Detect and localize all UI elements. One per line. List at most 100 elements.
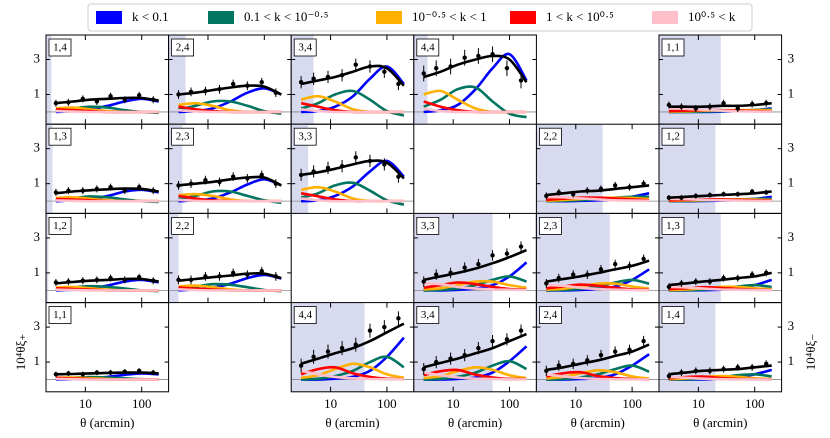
data-point: [298, 172, 304, 178]
panel-label-box: [293, 127, 317, 146]
panel-plot: [413, 302, 537, 392]
panel-plot: [413, 35, 537, 125]
data-point: [462, 352, 467, 358]
data-point: [666, 373, 672, 379]
total-line: [546, 184, 650, 197]
panel-label-box: [416, 216, 440, 235]
panel: 3,3: [413, 212, 537, 304]
data-point: [325, 165, 331, 171]
scale-cut: [168, 213, 179, 303]
y-tick-label: 3: [34, 229, 41, 244]
panel-frame: [290, 123, 415, 214]
data-point: [339, 163, 345, 169]
component-line: [300, 197, 404, 203]
data-point: [421, 279, 426, 284]
legend-label: 10⁰·⁵ < k: [688, 9, 736, 24]
data-point: [66, 371, 71, 376]
data-point: [434, 272, 439, 277]
y-tick-label: 3: [788, 50, 795, 65]
data-point: [230, 174, 236, 179]
panel-label: 2,4: [544, 309, 558, 321]
panel-label: 2,4: [176, 42, 190, 54]
data-point: [421, 366, 426, 372]
data-point: [217, 274, 222, 279]
component-line: [423, 371, 527, 381]
data-point: [203, 88, 208, 94]
data-point: [544, 281, 549, 286]
panel: 2,2: [168, 212, 292, 304]
data-point: [627, 263, 632, 269]
y-tick-label: 1: [34, 175, 41, 190]
data-point: [612, 183, 618, 188]
data-point: [382, 324, 387, 330]
total-line: [423, 54, 528, 83]
data-point: [151, 97, 156, 102]
component-line: [300, 369, 404, 381]
panel-label: 2,3: [544, 220, 558, 232]
panel-label-box: [661, 216, 685, 235]
data-point: [273, 181, 279, 186]
scale-cut: [168, 124, 183, 214]
panel-plot: [536, 124, 659, 214]
data-point: [122, 277, 127, 283]
data-point: [764, 361, 769, 367]
panel-label-box: [416, 306, 440, 325]
data-point: [53, 190, 59, 195]
data-point: [585, 188, 590, 193]
y-tick-label: 1: [34, 353, 41, 368]
data-point: [679, 281, 684, 286]
data-point: [217, 87, 222, 92]
legend-swatch: [96, 11, 122, 24]
data-point: [122, 188, 127, 193]
component-line: [423, 279, 527, 291]
data-point: [721, 275, 726, 281]
y-tick-label: 3: [34, 318, 41, 333]
data-point: [721, 101, 726, 106]
component-line: [546, 364, 650, 381]
data-point: [735, 365, 740, 370]
panel-label: 1,2: [666, 131, 680, 143]
component-line: [546, 282, 650, 291]
total-line: [178, 272, 282, 282]
y-tick-label: 1: [788, 85, 795, 100]
data-point: [66, 188, 71, 193]
panel: 1,2: [45, 212, 170, 304]
data-point: [544, 368, 549, 374]
panel-label: 1,1: [666, 42, 680, 54]
panel: 3,3: [290, 123, 415, 214]
data-point: [721, 366, 726, 372]
x-tick-label: 100: [132, 396, 152, 411]
data-point: [66, 100, 71, 105]
data-point: [367, 328, 373, 333]
data-point: [136, 368, 142, 374]
data-point: [188, 89, 194, 95]
panel: 1,4: [658, 302, 783, 393]
panel-label-box: [293, 38, 317, 57]
data-point: [53, 101, 59, 106]
component-line: [178, 288, 282, 292]
data-point: [666, 284, 672, 290]
panel-label-box: [661, 38, 685, 57]
component-line: [178, 198, 282, 203]
x-tick-label: 10: [447, 396, 460, 411]
x-tick-label: 100: [377, 396, 397, 411]
data-point: [462, 265, 467, 270]
total-line: [423, 248, 528, 282]
data-point: [94, 277, 100, 283]
data-point: [571, 272, 576, 277]
data-point: [518, 328, 524, 333]
data-point: [136, 275, 142, 280]
panel-plot: [413, 213, 537, 303]
data-point: [382, 162, 387, 167]
component-line: [546, 373, 650, 381]
data-point: [612, 261, 618, 267]
total-line: [178, 175, 282, 187]
data-point: [641, 256, 646, 262]
panel-label: 1,4: [53, 42, 67, 54]
data-point: [325, 349, 331, 354]
panel: 1,2: [658, 123, 783, 214]
data-point: [504, 337, 510, 342]
panel: 3,4: [413, 302, 537, 393]
data-point: [490, 338, 495, 344]
data-point: [490, 52, 495, 57]
